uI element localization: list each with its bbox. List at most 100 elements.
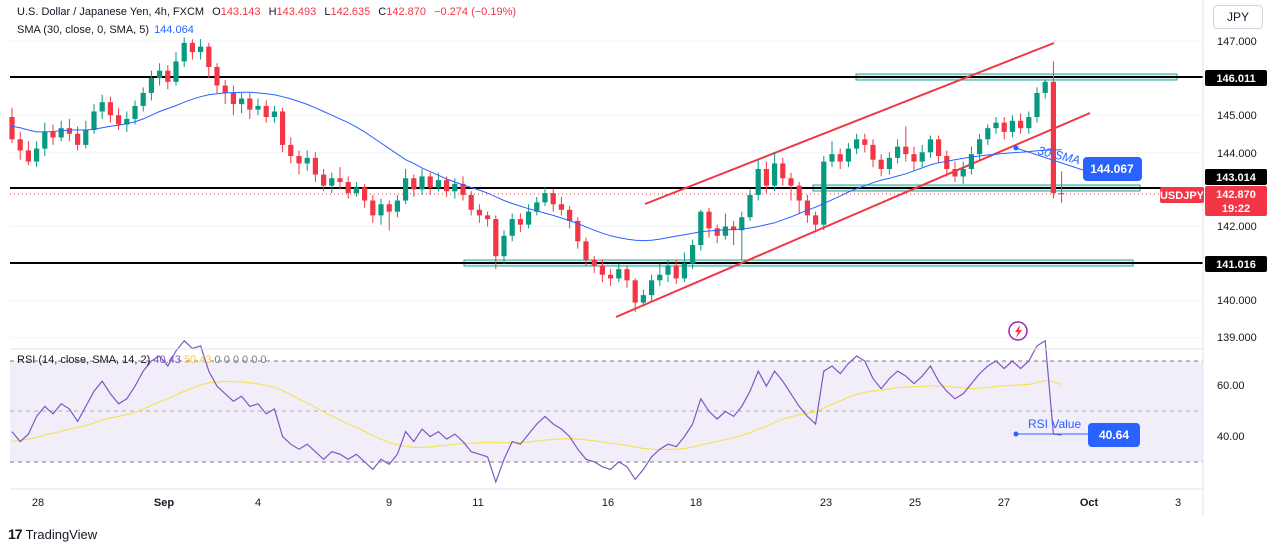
rsi-annotation: RSI Value 40.64 [1013, 417, 1140, 447]
candle-body [665, 265, 671, 275]
price-tick-147: 147.000 [1217, 36, 1257, 48]
candle-body [903, 146, 909, 155]
candle-body [714, 228, 720, 236]
high-label: H [268, 6, 277, 18]
candle-body [34, 148, 40, 162]
candle-body [788, 178, 794, 186]
candle-body [1009, 120, 1015, 132]
rsi-ma-value: 50.43 [183, 354, 212, 366]
price-axis[interactable]: 147.000 145.000 144.000 142.000 140.000 … [1160, 36, 1267, 443]
symbol-title[interactable]: U.S. Dollar / Japanese Yen, 4h, FXCM [17, 6, 205, 18]
candle-body [911, 154, 917, 162]
candle-body [862, 139, 868, 145]
candle-body [1042, 81, 1048, 93]
candle-body [189, 42, 195, 53]
candle-body [542, 193, 548, 203]
candle-body [534, 202, 540, 212]
candle-body [271, 111, 277, 118]
candle-body [722, 226, 728, 236]
level-tag-146: 146.011 [1216, 73, 1255, 85]
candle-body [353, 187, 359, 194]
candle-body [763, 168, 769, 186]
candle-body [944, 156, 950, 169]
candle-body [83, 130, 89, 145]
time-label-28: 28 [32, 497, 44, 509]
rsi-header[interactable]: RSI (14, close, SMA, 14, 2) 40.43 50.43 … [17, 354, 267, 366]
flash-icon[interactable] [1008, 321, 1028, 341]
price-tag: 142.870 [1216, 189, 1256, 201]
candle-body [468, 194, 474, 210]
candle-body [173, 61, 179, 82]
ohlc-header: U.S. Dollar / Japanese Yen, 4h, FXCM O14… [17, 6, 521, 18]
candle-body [337, 178, 343, 182]
sma-value-tag: 144.067 [1090, 162, 1134, 176]
support-resistance-zones [463, 73, 1178, 267]
candle-body [124, 118, 130, 125]
candle-body [624, 269, 630, 281]
candle-body [75, 133, 81, 145]
sma-annotation: 30-SMA 144.067 [1013, 143, 1142, 181]
candle-body [870, 144, 876, 160]
candle-body [280, 111, 286, 145]
candle-body [1001, 122, 1007, 132]
price-tick-142: 142.000 [1217, 221, 1257, 233]
candle-body [255, 105, 261, 110]
candle-body [804, 200, 810, 216]
rsi-value-tag: 40.64 [1099, 428, 1129, 442]
candle-body [222, 85, 228, 93]
candle-body [99, 102, 105, 112]
candle-body [419, 176, 425, 190]
candle-body [1059, 193, 1065, 195]
level-tag-146-bg [1205, 70, 1267, 86]
time-label-sep: Sep [154, 497, 174, 509]
candle-body [427, 176, 433, 188]
candle-body [25, 150, 31, 162]
close-label: C [378, 6, 387, 18]
candle-body [1018, 120, 1024, 129]
rsi-tick-40: 40.00 [1217, 431, 1245, 443]
tradingview-logo[interactable]: 17 TradingView [8, 526, 97, 542]
candle-body [476, 209, 482, 216]
rsi-panel [10, 360, 1203, 463]
candle-body [960, 168, 966, 177]
candle-body [608, 274, 614, 279]
candle-body [214, 66, 220, 86]
candle-body [157, 70, 163, 79]
rsi-label: RSI (14, close, SMA, 14, 2) [17, 354, 151, 366]
candle-body [132, 105, 138, 119]
candle-body [616, 269, 622, 279]
candle-body [977, 139, 983, 155]
sma-annotation-text: 30-SMA [1036, 143, 1081, 167]
candle-body [263, 105, 269, 118]
candle-body [444, 180, 450, 192]
candle-body [731, 226, 737, 231]
candle-body [886, 157, 892, 169]
candle-body [829, 154, 835, 162]
level-tag-141: 141.016 [1216, 259, 1256, 271]
candle-body [230, 92, 236, 105]
candle-body [567, 209, 573, 221]
candle-body [673, 265, 679, 279]
price-tick-139: 139.000 [1217, 332, 1257, 344]
rsi-ma-line-group [11, 380, 1062, 451]
candle-body [517, 219, 523, 225]
currency-selector[interactable]: JPY [1213, 5, 1263, 29]
time-label-9: 9 [386, 497, 392, 509]
candle-body [919, 152, 925, 162]
candle-body [321, 174, 327, 186]
candle-body [985, 128, 991, 140]
sma-header[interactable]: SMA (30, close, 0, SMA, 5) 144.064 [17, 24, 199, 36]
time-label-27: 27 [998, 497, 1010, 509]
candle-body [657, 274, 663, 281]
candle-body [165, 70, 171, 82]
horizontal-levels [10, 76, 1203, 264]
sma-line [11, 91, 1062, 242]
candle-body [9, 117, 15, 140]
candle-body [681, 263, 687, 279]
candle-body [1034, 92, 1040, 118]
time-label-18: 18 [690, 497, 702, 509]
candle-body [107, 102, 113, 116]
time-axis[interactable]: 28 Sep 4 9 11 16 18 23 25 27 Oct 3 [32, 497, 1181, 509]
candle-body [378, 204, 384, 216]
